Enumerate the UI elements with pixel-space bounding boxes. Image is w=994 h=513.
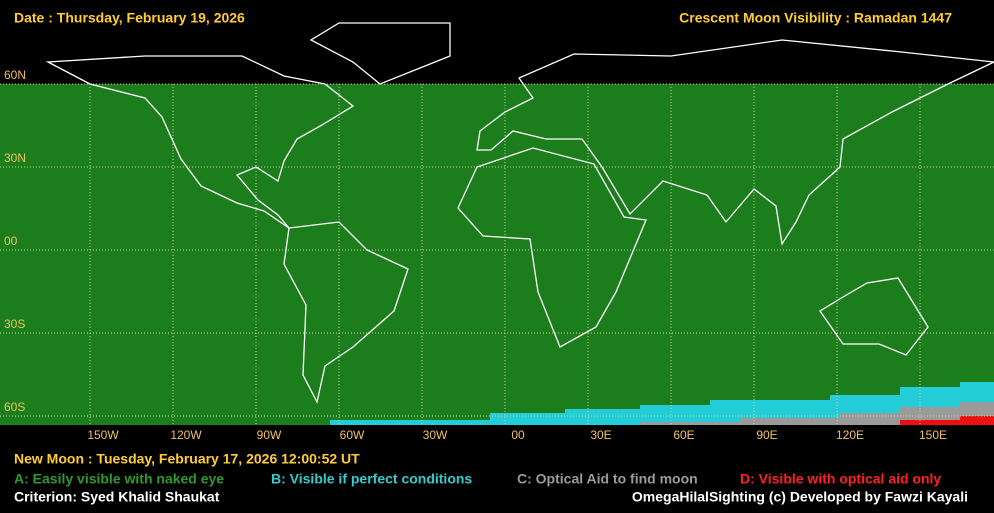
zone-b (330, 382, 994, 425)
longitude-label: 150W (87, 428, 119, 442)
longitude-label: 90E (756, 428, 777, 442)
longitude-label: 00 (511, 428, 525, 442)
graticule (0, 83, 994, 425)
new-moon: New Moon : Tuesday, February 17, 2026 12… (14, 451, 360, 467)
longitude-label: 60E (673, 428, 694, 442)
australia (819, 277, 929, 356)
eurasia (476, 39, 994, 246)
legend-entry: D: Visible with optical aid only (740, 471, 941, 487)
latitude-label: 60N (4, 68, 26, 82)
legend-entry: B: Visible if perfect conditions (271, 471, 472, 487)
legend-entry: C: Optical Aid to find moon (517, 471, 698, 487)
north-america (45, 55, 355, 229)
longitude-label: 90W (257, 428, 282, 442)
south-america (283, 221, 409, 404)
latitude-label: 00 (4, 234, 18, 248)
zone-a (0, 84, 994, 425)
africa (457, 147, 647, 348)
longitude-label: 120E (836, 428, 864, 442)
zone-d (900, 416, 994, 425)
greenland (309, 22, 451, 85)
longitude-label: 30E (590, 428, 611, 442)
latitude-label: 30N (4, 151, 26, 165)
latitude-label: 30S (4, 317, 25, 331)
latitude-label: 60S (4, 400, 25, 414)
credit: OmegaHilalSighting (c) Developed by Fawz… (632, 489, 968, 505)
zone-c (640, 402, 994, 425)
date: Date : Thursday, February 19, 2026 (14, 10, 245, 26)
coastlines (45, 22, 994, 404)
longitude-label: 150E (919, 428, 947, 442)
longitude-label: 60W (340, 428, 365, 442)
title: Crescent Moon Visibility : Ramadan 1447 (679, 10, 952, 26)
legend-entry: A: Easily visible with naked eye (14, 471, 224, 487)
longitude-label: 30W (423, 428, 448, 442)
criterion: Criterion: Syed Khalid Shaukat (14, 489, 220, 505)
longitude-label: 120W (170, 428, 202, 442)
